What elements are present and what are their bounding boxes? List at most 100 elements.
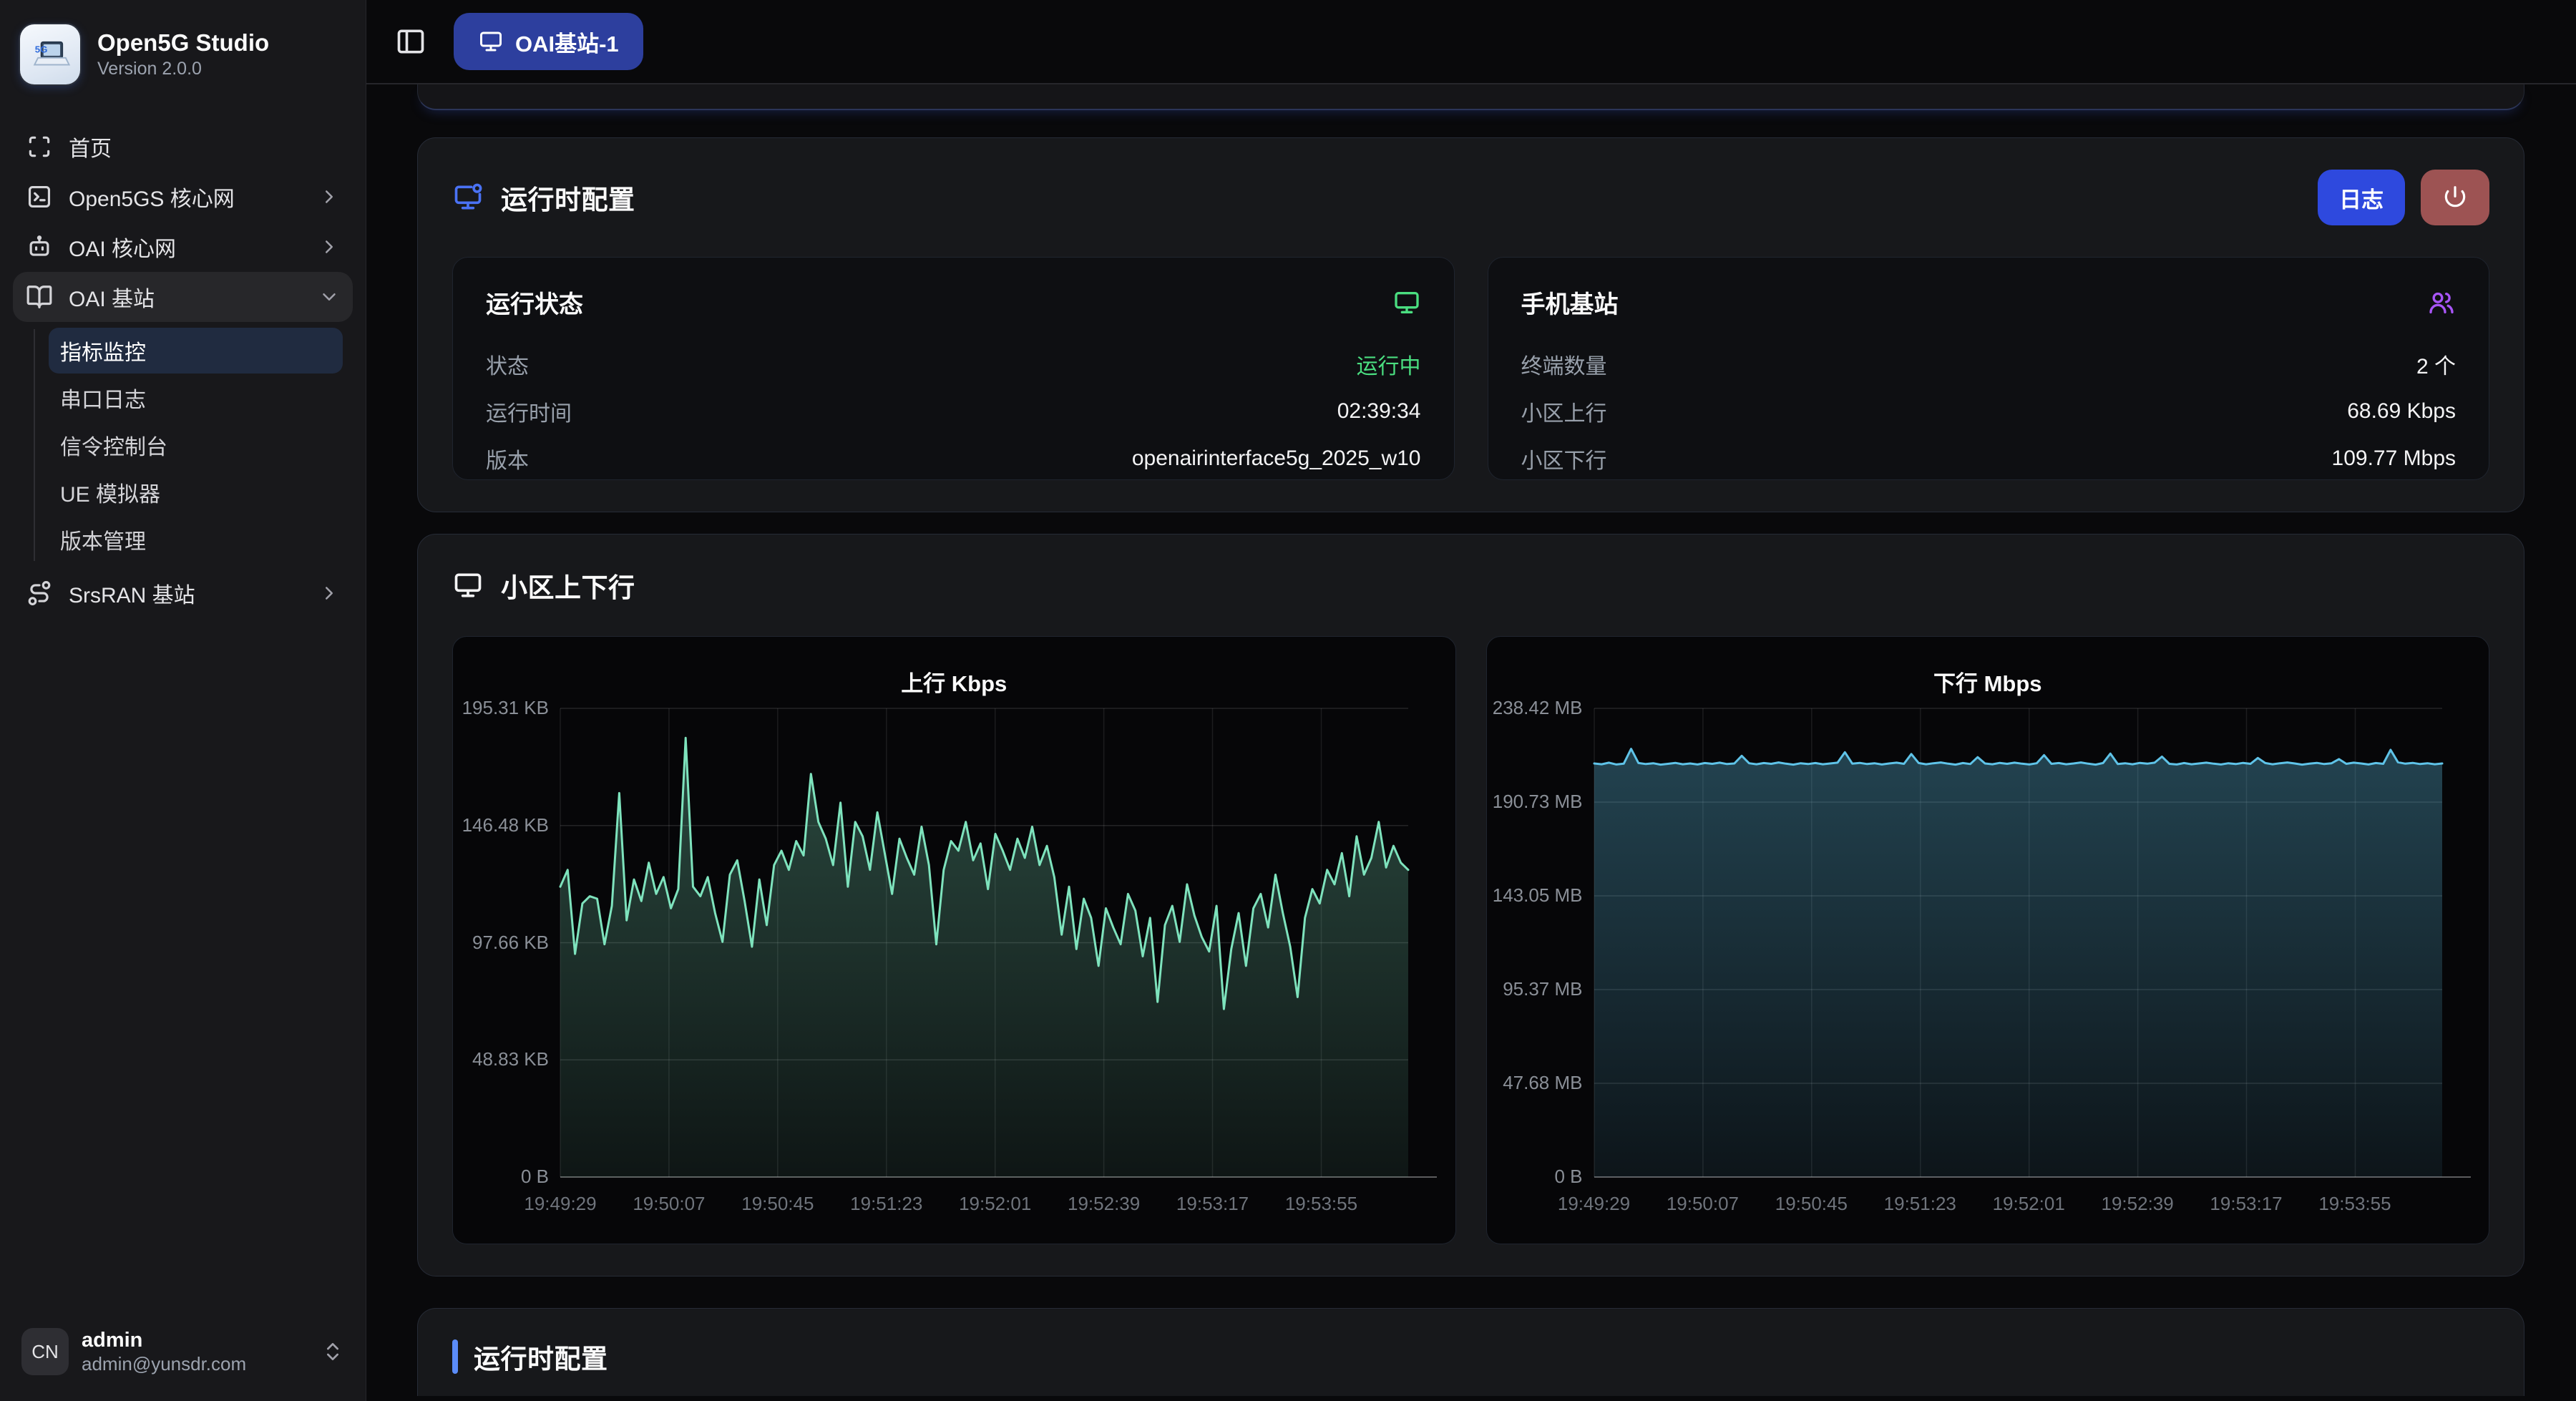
x-axis-tick-label: 19:53:55	[2318, 1193, 2391, 1214]
y-axis-tick-label: 195.31 KB	[462, 697, 549, 718]
power-button[interactable]	[2421, 170, 2489, 225]
row-value: openairinterface5g_2025_w10	[1131, 446, 1421, 470]
y-axis-tick-label: 190.73 MB	[1492, 791, 1583, 812]
x-axis-tick-label: 19:49:29	[1557, 1193, 1631, 1214]
log-button[interactable]: 日志	[2318, 170, 2405, 225]
charts-row: 上行 Kbps 195.31 KB 146.48 KB 97.66 KB 48.83 …	[452, 636, 2489, 1244]
x-axis-tick-label: 19:50:07	[633, 1193, 706, 1214]
ue-count-row: 终端数量 2 个	[1521, 348, 2457, 380]
downlink-chart-title: 下行 Mbps	[1933, 671, 2042, 696]
submenu-item-label: 串口日志	[60, 389, 146, 412]
terminal-square-icon	[26, 183, 53, 210]
cell-downlink-row: 小区下行 109.77 Mbps	[1521, 443, 2457, 474]
user-info: admin admin@yunsdr.com	[82, 1328, 246, 1375]
row-label: 版本	[486, 449, 529, 473]
x-axis-tick-label: 19:50:45	[741, 1193, 814, 1214]
user-name: admin	[82, 1329, 143, 1352]
x-axis-tick-label: 19:50:45	[1775, 1193, 1848, 1214]
runtime-config-bottom-card: 运行时配置	[417, 1308, 2524, 1396]
device-tab-label: OAI基站-1	[515, 31, 619, 57]
runtime-subcards: 运行状态 状态 运行中 运行时间 02:39:34	[452, 257, 2489, 480]
submenu-item-label: 版本管理	[60, 530, 146, 554]
x-axis-tick-label: 19:52:01	[1992, 1193, 2065, 1214]
app-version: Version 2.0.0	[97, 59, 202, 79]
ue-panel-header: 手机基站	[1521, 285, 2457, 320]
row-label: 终端数量	[1521, 355, 1607, 379]
submenu-item-ue-simulator[interactable]: UE 模拟器	[49, 469, 343, 515]
content-scroll-area[interactable]: 运行时配置 日志 运行状态	[366, 84, 2576, 1401]
ue-panel: 手机基站 终端数量 2 个 小区上行 68.69 Kbps	[1487, 257, 2489, 480]
svg-text:5G: 5G	[35, 44, 48, 55]
sidebar-item-label: OAI 基站	[69, 288, 155, 311]
app-title: Open5G Studio	[97, 29, 270, 56]
run-status-rows: 状态 运行中 运行时间 02:39:34 版本 openairinterface…	[486, 348, 1421, 474]
chevron-right-icon	[318, 186, 340, 208]
uplink-chart-title: 上行 Kbps	[901, 671, 1008, 696]
sidebar-item-oai-core[interactable]: OAI 核心网	[13, 222, 353, 272]
downlink-chart-panel: 下行 Mbps 238.42 MB 190.73 MB 143.05 MB 95.37…	[1485, 636, 2489, 1244]
bottom-card-header: 运行时配置	[452, 1337, 2489, 1376]
monitor-icon	[452, 570, 484, 601]
app-logo: 5G	[20, 24, 80, 84]
sidebar-item-home[interactable]: 首页	[13, 122, 353, 172]
chevrons-up-down-icon	[321, 1340, 344, 1363]
y-axis-tick-label: 95.37 MB	[1503, 978, 1583, 1000]
runtime-card-header: 运行时配置 日志	[452, 170, 2489, 225]
x-axis-tick-label: 19:52:39	[1068, 1193, 1141, 1214]
x-axis-tick-label: 19:53:17	[2210, 1193, 2283, 1214]
sidebar-item-label: SrsRAN 基站	[69, 584, 195, 607]
app-title-block: Open5G Studio Version 2.0.0	[97, 29, 269, 80]
monitor-icon	[478, 29, 504, 54]
sidebar-item-label: 首页	[69, 137, 112, 161]
submenu-item-signaling-console[interactable]: 信令控制台	[49, 422, 343, 468]
y-axis-tick-label: 48.83 KB	[472, 1048, 549, 1070]
sidebar-nav: 首页 Open5GS 核心网 OAI 核心网 OAI 基站 指标监控 串口日志 …	[13, 122, 353, 618]
row-value: 2 个	[2416, 355, 2456, 379]
users-icon	[2427, 288, 2456, 317]
cell-card-header: 小区上下行	[452, 566, 2489, 605]
submenu-item-label: UE 模拟器	[60, 483, 161, 507]
row-value: 68.69 Kbps	[2347, 399, 2456, 423]
user-menu[interactable]: CN admin admin@yunsdr.com	[13, 1321, 353, 1382]
y-axis-tick-label: 47.68 MB	[1503, 1072, 1583, 1093]
run-status-header: 运行状态	[486, 285, 1421, 320]
x-axis-tick-label: 19:51:23	[850, 1193, 923, 1214]
sidebar-item-label: OAI 核心网	[69, 238, 177, 261]
main-area: OAI基站-1 运行时配置 日志	[366, 0, 2576, 1401]
y-axis-tick-label: 238.42 MB	[1492, 697, 1583, 718]
submenu-item-serial-log[interactable]: 串口日志	[49, 375, 343, 421]
runtime-card-actions: 日志	[2318, 170, 2489, 225]
oai-gnb-submenu: 指标监控 串口日志 信令控制台 UE 模拟器 版本管理	[13, 326, 353, 564]
avatar: CN	[21, 1328, 69, 1375]
row-value: 109.77 Mbps	[2331, 446, 2456, 470]
runtime-card-title: 运行时配置	[501, 185, 635, 215]
submenu-item-version-management[interactable]: 版本管理	[49, 517, 343, 562]
y-axis-tick-label: 0 B	[520, 1166, 549, 1187]
uptime-row: 运行时间 02:39:34	[486, 396, 1421, 427]
status-row: 状态 运行中	[486, 348, 1421, 380]
status-badge: 运行中	[1356, 355, 1421, 379]
y-axis-tick-label: 143.05 MB	[1492, 884, 1583, 906]
sidebar-item-label: Open5GS 核心网	[69, 187, 235, 211]
scan-icon	[26, 133, 53, 160]
sidebar-toggle-button[interactable]	[395, 26, 426, 57]
previous-card-bottom-edge	[417, 84, 2524, 110]
submenu-item-metrics[interactable]: 指标监控	[49, 328, 343, 374]
x-axis-tick-label: 19:50:07	[1666, 1193, 1740, 1214]
x-axis-tick-label: 19:53:17	[1176, 1193, 1249, 1214]
sidebar-spacer	[13, 618, 353, 1321]
accent-bar	[452, 1339, 458, 1374]
device-tab-oai-gnb-1[interactable]: OAI基站-1	[454, 13, 643, 70]
x-axis-tick-label: 19:52:01	[959, 1193, 1032, 1214]
sidebar-item-oai-gnb[interactable]: OAI 基站	[13, 272, 353, 322]
chart-plot	[559, 708, 1437, 1178]
chevron-right-icon	[318, 236, 340, 258]
chart-plot	[1593, 708, 2471, 1178]
cell-updown-card: 小区上下行 上行 Kbps 195.31 KB 146.48 KB 97.66 KB…	[417, 534, 2524, 1276]
sidebar-item-open5gs-core[interactable]: Open5GS 核心网	[13, 172, 353, 222]
chevron-down-icon	[318, 286, 340, 308]
sidebar-item-srsran-gnb[interactable]: SrsRAN 基站	[13, 568, 353, 618]
ue-panel-rows: 终端数量 2 个 小区上行 68.69 Kbps 小区下行 109.77 Mbp…	[1521, 348, 2457, 474]
version-row: 版本 openairinterface5g_2025_w10	[486, 443, 1421, 474]
topbar: OAI基站-1	[366, 0, 2576, 84]
